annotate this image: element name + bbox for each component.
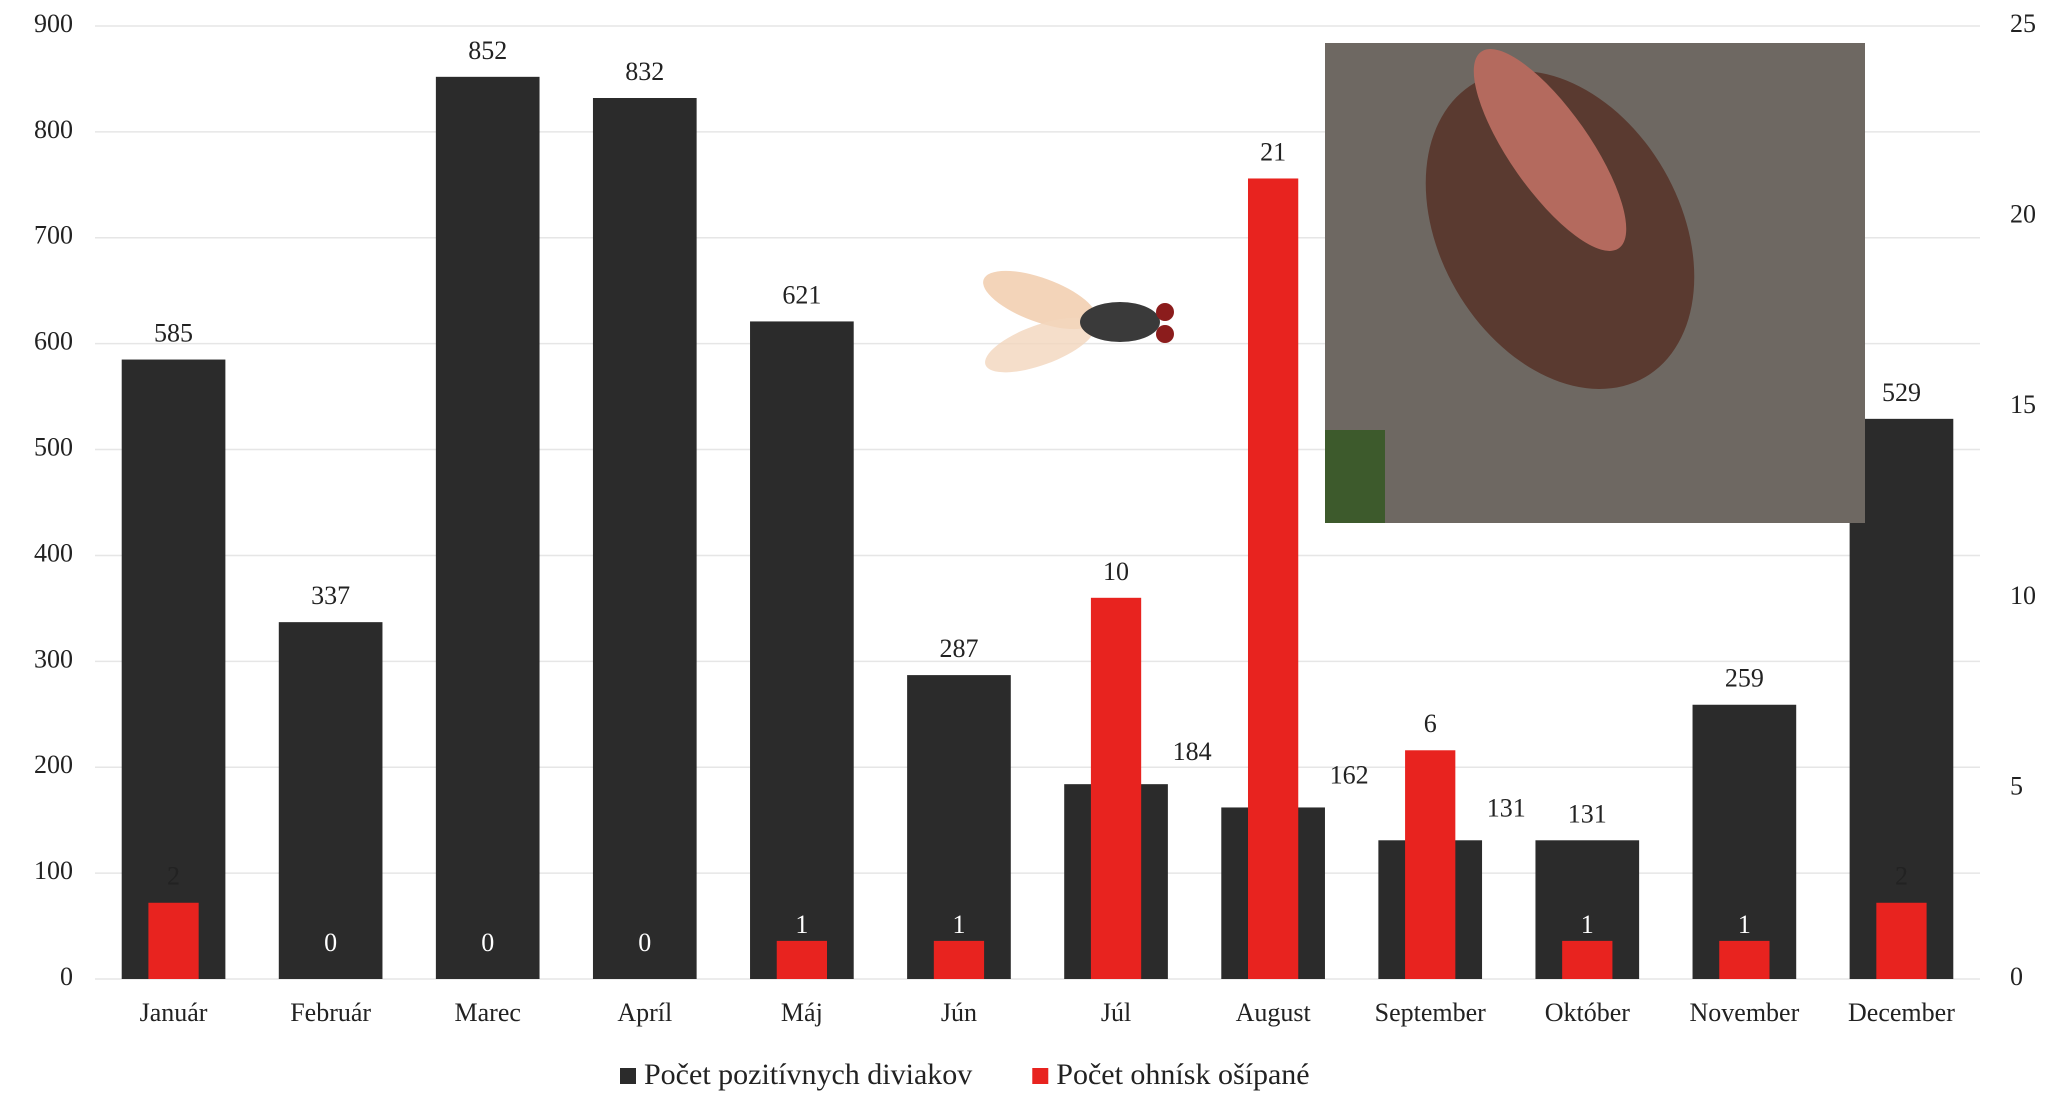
- data-label: 832: [625, 57, 664, 86]
- bar: [1719, 941, 1769, 979]
- data-label: 21: [1260, 137, 1286, 166]
- y-tick-label: 700: [34, 221, 73, 250]
- data-label: 259: [1725, 664, 1764, 693]
- x-tick-label: September: [1375, 998, 1487, 1027]
- data-label: 162: [1330, 760, 1369, 789]
- data-label: 1: [795, 910, 808, 939]
- legend-label: Počet pozitívnych diviakov: [644, 1058, 972, 1091]
- y-tick-label: 400: [34, 538, 73, 567]
- data-label: 1: [1581, 910, 1594, 939]
- photo: [1325, 23, 1865, 523]
- y-tick-label: 200: [34, 750, 73, 779]
- bar: [1562, 941, 1612, 979]
- bar: [1248, 178, 1298, 979]
- data-label: 287: [939, 634, 978, 663]
- y2-tick-label: 0: [2010, 962, 2023, 991]
- data-label: 1: [1738, 910, 1751, 939]
- y-tick-label: 600: [34, 327, 73, 356]
- x-tick-label: Február: [290, 998, 371, 1027]
- bar: [279, 622, 383, 979]
- bar: [1405, 750, 1455, 979]
- data-label: 6: [1424, 709, 1437, 738]
- data-label: 621: [782, 280, 821, 309]
- x-tick-label: August: [1236, 998, 1312, 1027]
- x-tick-label: Marec: [455, 998, 521, 1027]
- data-label: 852: [468, 36, 507, 65]
- y-tick-label: 0: [60, 962, 73, 991]
- x-tick-label: Apríl: [617, 998, 672, 1027]
- data-label: 585: [154, 319, 193, 348]
- y2-tick-label: 15: [2010, 390, 2036, 419]
- data-label: 10: [1103, 557, 1129, 586]
- bar: [777, 941, 827, 979]
- x-tick-label: December: [1848, 998, 1955, 1027]
- data-label: 0: [324, 928, 337, 957]
- bar: [1850, 419, 1954, 979]
- x-tick-label: November: [1690, 998, 1800, 1027]
- data-label: 1: [952, 910, 965, 939]
- data-label: 0: [638, 928, 651, 957]
- data-label: 184: [1173, 737, 1212, 766]
- bar: [934, 941, 984, 979]
- bar: [1876, 903, 1926, 979]
- y2-tick-label: 20: [2010, 200, 2036, 229]
- data-label: 131: [1487, 793, 1526, 822]
- y-tick-label: 800: [34, 115, 73, 144]
- y-tick-label: 300: [34, 644, 73, 673]
- bar: [148, 903, 198, 979]
- x-tick-label: Október: [1545, 998, 1631, 1027]
- data-label: 529: [1882, 378, 1921, 407]
- data-label: 2: [167, 862, 180, 891]
- x-tick-label: Január: [140, 998, 208, 1027]
- y2-tick-label: 25: [2010, 9, 2036, 38]
- legend-swatch: [1032, 1068, 1048, 1084]
- bar: [750, 321, 854, 979]
- y-tick-label: 500: [34, 433, 73, 462]
- x-tick-label: Júl: [1101, 998, 1131, 1027]
- legend-swatch: [620, 1068, 636, 1084]
- chart: 0100200300400500600700800900051015202558…: [0, 0, 2046, 1096]
- legend-label: Počet ohnísk ošípané: [1056, 1058, 1309, 1091]
- data-label: 337: [311, 581, 350, 610]
- bar: [593, 98, 697, 979]
- bar: [436, 77, 540, 979]
- x-tick-label: Jún: [941, 998, 977, 1027]
- y2-tick-label: 10: [2010, 581, 2036, 610]
- x-tick-label: Máj: [781, 998, 823, 1027]
- data-label: 0: [481, 928, 494, 957]
- fly-illustration: [976, 259, 1174, 384]
- data-label: 2: [1895, 862, 1908, 891]
- data-label: 131: [1568, 799, 1607, 828]
- y-tick-label: 100: [34, 856, 73, 885]
- bar: [1091, 598, 1141, 979]
- y2-tick-label: 5: [2010, 771, 2023, 800]
- y-tick-label: 900: [34, 9, 73, 38]
